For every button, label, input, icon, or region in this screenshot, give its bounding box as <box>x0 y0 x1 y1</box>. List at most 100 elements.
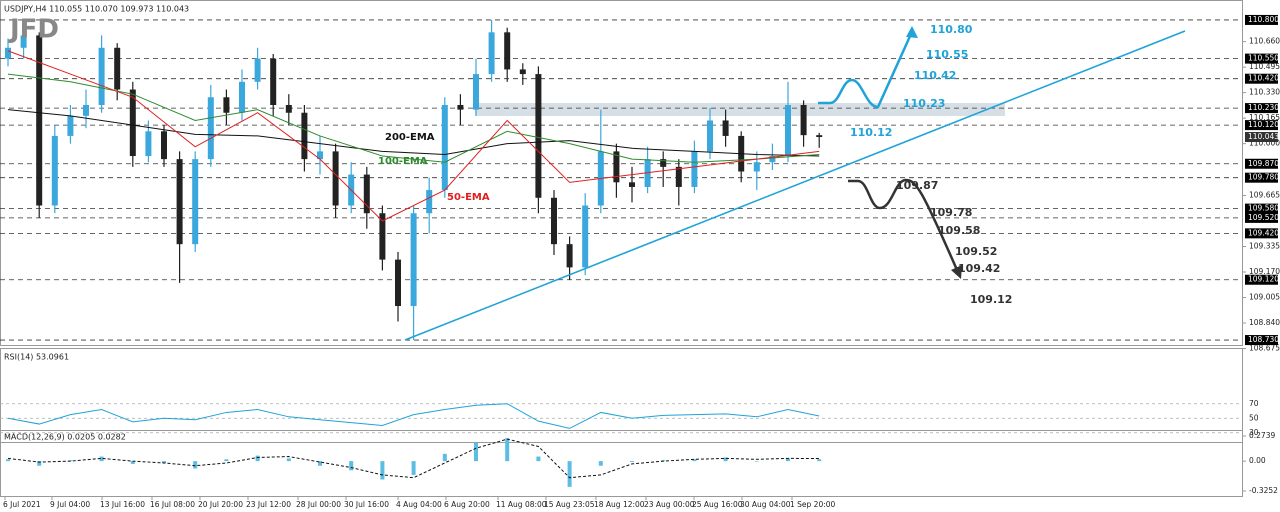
x-tick-label: 18 Aug 12:00 <box>594 500 645 509</box>
bullish-projection <box>818 33 913 109</box>
level-label: 109.420 <box>1248 228 1279 237</box>
ema-line <box>7 50 820 222</box>
candle-body <box>332 151 339 206</box>
level-tag <box>1245 14 1278 25</box>
candle-body <box>441 105 448 191</box>
plot <box>5 19 823 341</box>
ema-line <box>7 73 820 163</box>
candle-body <box>629 182 635 187</box>
x-tick-label: 6 Jul 2021 <box>3 500 41 509</box>
level-label: 110.550 <box>1248 54 1279 63</box>
candle-body <box>519 69 526 75</box>
rsi-tick-label: 30 <box>1249 428 1259 437</box>
candle-body <box>800 105 807 136</box>
candle-body <box>176 159 183 245</box>
panel-frames <box>0 0 1243 497</box>
ema-label: 200-EMA <box>385 132 435 143</box>
level-label: 108.730 <box>1248 335 1279 344</box>
level-tag <box>1245 212 1278 223</box>
level-label: 110.120 <box>1248 120 1279 129</box>
x-tick-label: 16 Jul 08:00 <box>150 500 195 509</box>
candle-body <box>129 89 136 157</box>
macd-bar <box>318 461 322 466</box>
macd-title: MACD(12,26,9) 0.0205 0.0282 <box>4 433 126 442</box>
candle-body <box>223 97 230 113</box>
ema-line <box>7 109 820 157</box>
macd-bar <box>817 459 822 462</box>
macd-bar <box>411 461 416 475</box>
candle-body <box>161 131 167 160</box>
y-tick-label: 108.840 <box>1249 318 1280 327</box>
x-tick-label: 30 Aug 04:00 <box>740 500 791 509</box>
level-tag <box>1245 274 1278 285</box>
candle-body <box>488 32 495 75</box>
x-tick-label: 28 Jul 00:00 <box>296 500 341 509</box>
macd-signal <box>7 438 820 479</box>
macd-bar <box>754 461 759 462</box>
header: USDJPY,H4 110.055 110.070 109.973 110.04… <box>4 5 189 14</box>
x-tick-label: 30 Jul 16:00 <box>344 500 389 509</box>
annotation: 109.52 <box>955 245 997 258</box>
candle-body <box>504 32 511 70</box>
arrow-head <box>906 26 918 38</box>
level-tag <box>1245 228 1278 239</box>
level-label: 109.780 <box>1248 173 1279 182</box>
candle-body <box>83 105 89 116</box>
candle-body <box>769 156 776 163</box>
candle-body <box>363 174 370 214</box>
level-label: 109.580 <box>1248 204 1279 213</box>
levels <box>0 19 1242 341</box>
candle-body <box>67 115 74 136</box>
x-tick-label: 9 Jul 04:00 <box>50 500 90 509</box>
macd-bar <box>255 455 260 462</box>
macd-bar <box>286 458 291 462</box>
y-tick-label: 110.000 <box>1249 139 1280 148</box>
level-label: 110.420 <box>1248 74 1279 83</box>
x-tick-label: 6 Aug 20:00 <box>444 500 490 509</box>
y-tick-label: 108.675 <box>1249 344 1280 353</box>
annotation: 109.12 <box>970 293 1012 306</box>
macd-bar <box>162 461 166 463</box>
candle-body <box>473 74 479 110</box>
candle-body <box>566 244 573 268</box>
macd-bar <box>505 438 510 462</box>
annotation: 109.58 <box>938 224 980 237</box>
rsi-title: RSI(14) 53.0961 <box>4 353 69 362</box>
level-tag <box>1245 335 1278 346</box>
macd-tick-label: -0.3252 <box>1249 486 1278 495</box>
candle-body <box>816 135 823 138</box>
macd-tick-label: 0.00 <box>1249 456 1266 465</box>
candle-body <box>613 151 620 183</box>
candle-body <box>98 47 105 105</box>
candle-body <box>192 159 199 245</box>
macd-bar <box>598 461 603 466</box>
arrow-head <box>951 265 962 279</box>
level-label: 110.230 <box>1248 103 1279 112</box>
x-tick-label: 23 Jul 12:00 <box>246 500 291 509</box>
candle-body <box>785 105 791 157</box>
candle-body <box>254 58 261 82</box>
ema-label: 100-EMA <box>378 156 428 167</box>
annotation: 110.55 <box>926 48 968 61</box>
candle-body <box>145 131 152 157</box>
macd-bar <box>723 457 728 462</box>
macd-bar <box>692 459 697 462</box>
annotation: 110.12 <box>850 126 892 139</box>
candle-body <box>270 58 277 105</box>
macd-bar <box>99 456 104 462</box>
candle-body <box>691 151 698 187</box>
candle-body <box>395 259 401 307</box>
level-tag <box>1245 120 1278 131</box>
annotation: 110.80 <box>930 23 973 36</box>
annotation: 109.78 <box>930 206 972 219</box>
bearish-projection <box>848 178 959 271</box>
macd-bar <box>130 461 135 464</box>
y-tick-label: 109.170 <box>1249 267 1280 276</box>
macd-bar <box>567 461 572 487</box>
candle-body <box>660 159 667 167</box>
x-tick-label: 1 Sep 20:00 <box>790 500 836 509</box>
candle-body <box>410 213 417 307</box>
candle-body <box>114 47 121 90</box>
macd-bar <box>6 459 10 462</box>
